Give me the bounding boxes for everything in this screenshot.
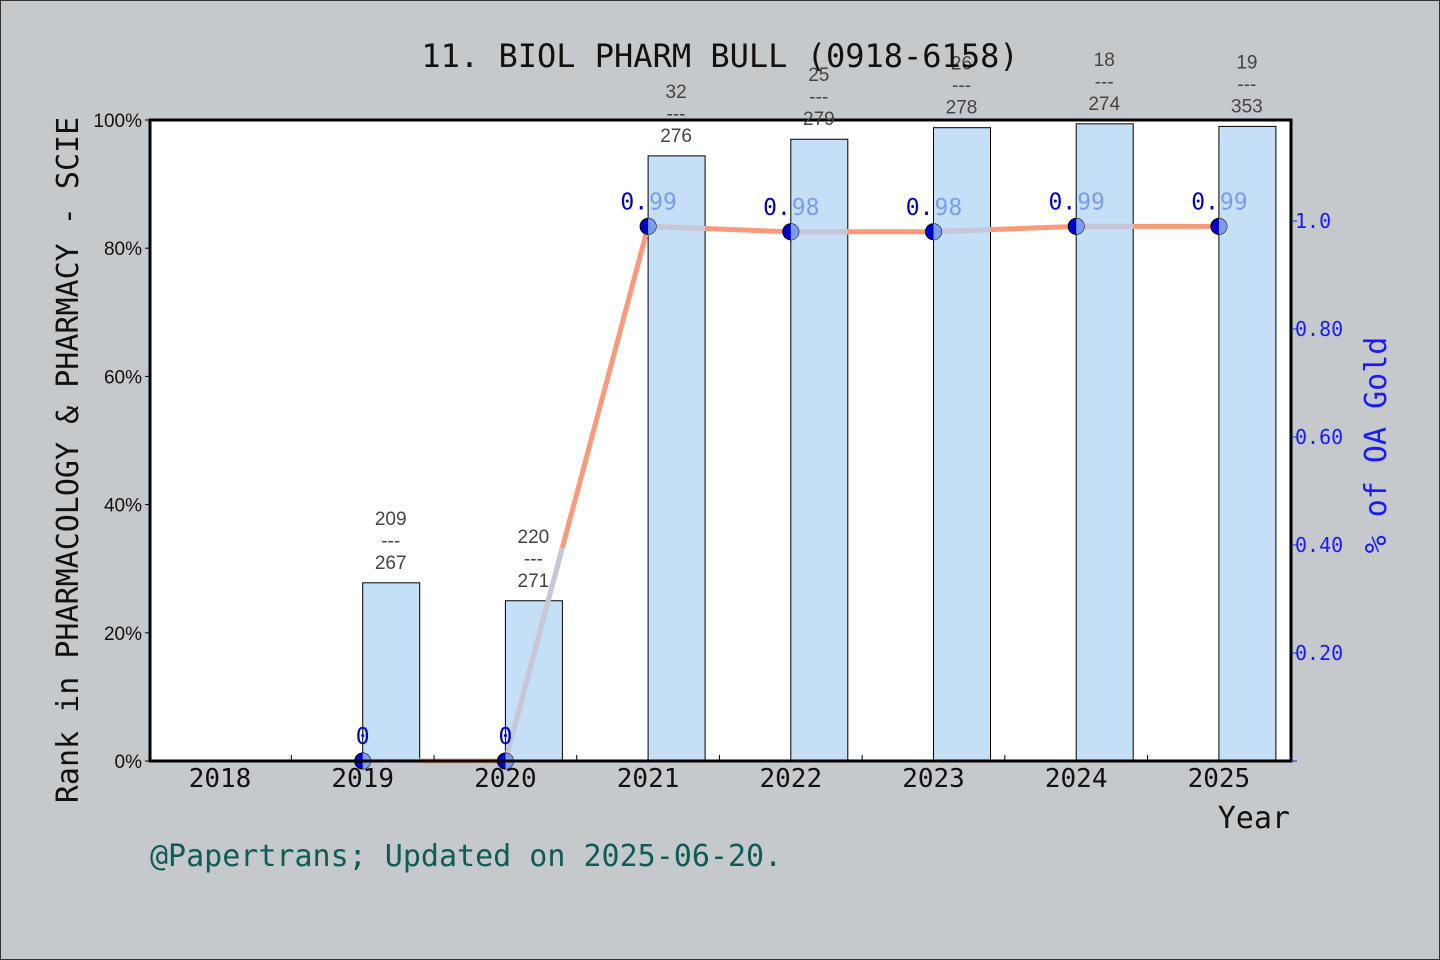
bar <box>790 138 849 762</box>
oa-value-label: 0. <box>1191 189 1219 215</box>
oa-value-label: 0. <box>1048 189 1076 215</box>
y-tick-label: 40% <box>104 496 142 517</box>
oa-value-label: 0. <box>906 195 934 221</box>
oa-value-label: 0. <box>620 189 648 215</box>
y-tick-label: 0% <box>115 752 143 773</box>
oa-line-overlay <box>933 227 991 235</box>
oa-value-labels: 0 00. 99 0. 98 0. 98 0. 99 0. 99 <box>356 189 1248 750</box>
oa-value-label-decimal: 98 <box>935 195 963 221</box>
rank-label: 209 <box>375 509 407 530</box>
x-tick-label: 2022 <box>759 764 822 794</box>
rank-label: --- <box>1237 74 1256 95</box>
left-axis-ticks: 0% 20% 40% 60% 80% 100% <box>93 111 150 773</box>
bar <box>933 127 991 762</box>
y2-tick-label: 0.40 <box>1295 533 1343 557</box>
plot-border <box>148 118 1293 763</box>
x-tick-label: 2020 <box>474 764 537 794</box>
oa-line-overlay <box>648 223 706 232</box>
oa-value-label: 0 <box>356 724 370 750</box>
oa-marker-half <box>933 223 942 240</box>
bar-series <box>362 123 1277 762</box>
bar <box>1075 123 1134 762</box>
x-tick-label: 2025 <box>1188 764 1251 794</box>
rank-label: 220 <box>518 527 550 548</box>
oa-value-label: 0. <box>763 195 791 221</box>
rank-label: 278 <box>946 98 978 119</box>
rank-label: 32 <box>666 82 687 103</box>
oa-line-overlay <box>502 546 565 762</box>
x-tick-label: 2019 <box>331 764 394 794</box>
chart-title: 11. BIOL PHARM BULL (0918-6158) <box>421 37 1018 75</box>
y-tick-label: 80% <box>104 239 142 260</box>
y-axis-label: Rank in PHARMACOLOGY & PHARMACY - SCIE <box>51 117 86 803</box>
rank-label: 19 <box>1236 52 1257 73</box>
oa-value-label-decimal: 98 <box>792 195 820 221</box>
x-axis-ticks: 2018 2019 2020 2021 2022 2023 2024 2025 <box>189 755 1251 794</box>
y2-tick-label: 0.60 <box>1295 425 1343 449</box>
x-tick-label: 2024 <box>1045 764 1108 794</box>
oa-marker-half <box>1218 218 1227 235</box>
rank-label: 271 <box>518 571 550 592</box>
oa-value-label-decimal: 99 <box>649 189 677 215</box>
oa-marker-half <box>648 218 657 235</box>
oa-value-label-decimal: 99 <box>1220 189 1248 215</box>
rank-label: --- <box>809 87 828 108</box>
footer-credit: @Papertrans; Updated on 2025-06-20. <box>150 839 782 874</box>
rank-label: 26 <box>951 54 972 75</box>
rank-label: 276 <box>660 126 692 147</box>
bar <box>647 155 706 762</box>
rank-label: --- <box>952 76 971 97</box>
oa-value-label: 0 <box>498 724 512 750</box>
x-tick-label: 2023 <box>902 764 965 794</box>
rank-labels: 209---267220---27132---27625---27926---2… <box>375 50 1263 592</box>
rank-label: 353 <box>1231 96 1263 117</box>
y2-tick-label: 1.0 <box>1295 209 1331 233</box>
y-tick-label: 100% <box>93 111 142 132</box>
oa-marker-half <box>790 223 799 240</box>
rank-label: --- <box>667 104 686 125</box>
y2-axis-label: % of OA Gold <box>1359 337 1394 554</box>
bar <box>362 582 421 762</box>
oa-marker-half <box>1076 218 1085 235</box>
rank-label: --- <box>1095 72 1114 93</box>
rank-label: --- <box>381 531 400 552</box>
y2-tick-label: 0.80 <box>1295 317 1343 341</box>
bar <box>1218 125 1277 762</box>
x-tick-label: 2018 <box>189 764 252 794</box>
y-tick-label: 20% <box>104 624 142 645</box>
rank-label: 274 <box>1088 94 1120 115</box>
rank-label: --- <box>524 549 543 570</box>
y-tick-label: 60% <box>104 367 142 388</box>
rank-label: 25 <box>808 65 829 86</box>
y2-tick-label: 0.20 <box>1295 641 1343 665</box>
right-axis-ticks: 0.20 0.40 0.60 0.80 1.0 <box>1291 209 1343 762</box>
rank-label: 267 <box>375 553 407 574</box>
rank-label: 279 <box>803 109 835 130</box>
x-tick-label: 2021 <box>617 764 680 794</box>
oa-value-label-decimal: 99 <box>1077 189 1105 215</box>
x-axis-label: Year <box>1218 801 1290 836</box>
rank-label: 18 <box>1094 50 1115 71</box>
